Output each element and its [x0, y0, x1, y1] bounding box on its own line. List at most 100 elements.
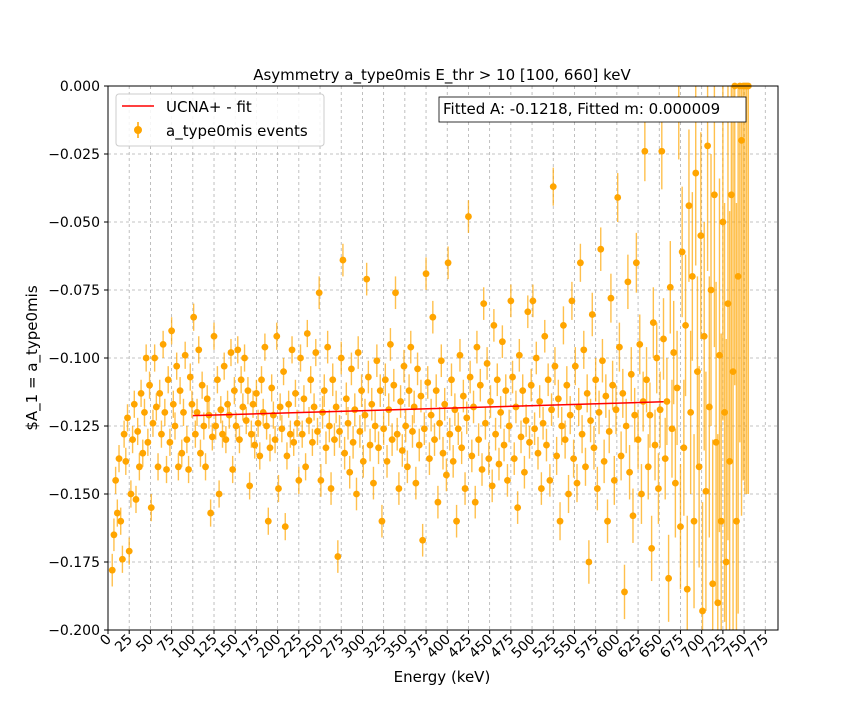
data-point: [370, 479, 377, 487]
data-point: [500, 441, 508, 449]
data-point: [424, 379, 432, 386]
data-point: [704, 142, 712, 150]
data-point: [293, 419, 301, 427]
data-point: [609, 381, 617, 389]
data-point: [634, 436, 642, 443]
data-point: [729, 368, 737, 375]
data-point: [329, 376, 337, 384]
data-point: [366, 441, 374, 449]
data-point: [449, 457, 457, 465]
data-point: [658, 147, 666, 155]
data-point: [600, 457, 608, 465]
data-point: [560, 321, 567, 329]
data-point: [325, 422, 333, 430]
data-point: [258, 376, 265, 384]
data-point: [186, 373, 194, 381]
data-point: [393, 430, 401, 438]
data-point: [493, 376, 501, 384]
data-point: [124, 414, 131, 422]
data-point: [505, 422, 513, 430]
data-point: [719, 218, 727, 226]
data-point: [342, 395, 350, 403]
data-point: [173, 362, 181, 370]
data-point: [461, 485, 469, 492]
data-point: [307, 376, 315, 384]
data-point: [266, 444, 274, 452]
data-point: [149, 419, 157, 427]
data-point: [108, 566, 116, 574]
data-point: [219, 430, 226, 438]
data-point: [249, 400, 257, 408]
data-point: [490, 321, 498, 329]
data-point: [159, 341, 167, 348]
y-tick-label: −0.075: [48, 283, 100, 299]
data-point: [137, 389, 145, 397]
x-axis-label: Energy (keV): [394, 668, 491, 686]
data-point: [595, 409, 603, 416]
data-point: [515, 351, 523, 359]
data-point: [426, 455, 433, 463]
data-point: [663, 398, 671, 405]
data-point: [242, 417, 250, 424]
data-point: [439, 449, 447, 457]
data-point: [587, 417, 594, 424]
data-point: [710, 191, 718, 199]
data-point: [281, 523, 289, 531]
data-point: [354, 349, 362, 356]
data-point: [405, 387, 413, 395]
data-point: [448, 376, 455, 384]
data-point: [134, 428, 142, 435]
legend-box: [115, 93, 325, 147]
data-points: [108, 82, 752, 615]
data-point: [521, 468, 528, 476]
data-point: [636, 341, 644, 348]
data-point: [302, 463, 310, 471]
data-point: [183, 436, 191, 443]
data-point: [573, 479, 581, 487]
data-point: [442, 471, 450, 479]
data-point: [619, 389, 627, 397]
data-point: [210, 332, 218, 340]
data-point: [364, 373, 372, 381]
data-point: [453, 517, 460, 525]
data-point: [709, 580, 717, 588]
data-point: [678, 248, 686, 256]
data-point: [161, 409, 169, 416]
data-point: [656, 406, 664, 414]
data-point: [358, 387, 365, 395]
data-point: [310, 403, 318, 411]
data-point: [716, 351, 723, 359]
data-point: [622, 422, 630, 430]
data-point: [454, 425, 462, 433]
data-point: [585, 558, 593, 566]
data-point: [397, 398, 404, 405]
data-point: [178, 449, 186, 457]
data-point: [536, 398, 544, 405]
y-tick-label: −0.050: [48, 215, 100, 231]
data-point: [361, 411, 369, 419]
data-point: [602, 392, 610, 400]
data-point: [331, 436, 338, 443]
data-point: [444, 259, 452, 267]
legend-entry-events: a_type0mis events: [166, 122, 308, 141]
chart-title: Asymmetry a_type0mis E_thr > 10 [100, 66…: [253, 66, 631, 85]
data-point: [626, 468, 633, 476]
data-point: [482, 419, 489, 427]
data-point: [383, 457, 391, 465]
data-point: [638, 490, 645, 498]
data-point: [539, 419, 547, 427]
data-point: [115, 455, 123, 463]
data-point: [568, 297, 576, 305]
fit-line: [192, 401, 664, 417]
data-point: [422, 270, 430, 278]
data-point: [487, 398, 494, 405]
data-point: [376, 387, 384, 395]
data-point: [705, 403, 713, 411]
data-point: [122, 457, 130, 465]
data-point: [117, 517, 125, 525]
data-point: [631, 411, 639, 419]
data-point: [565, 490, 572, 498]
y-tick-label: −0.150: [48, 487, 100, 503]
data-point: [324, 343, 332, 351]
data-point: [220, 362, 228, 370]
